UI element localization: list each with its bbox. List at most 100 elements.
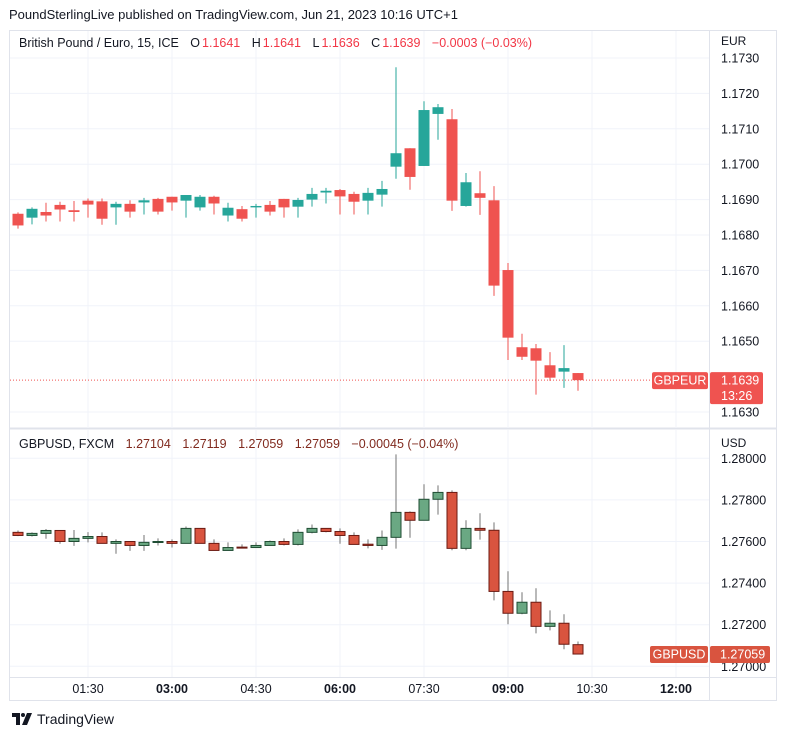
candle-up — [194, 196, 206, 208]
candle-up — [432, 107, 444, 114]
time-tick-label: 12:00 — [660, 682, 692, 696]
candle-up — [362, 192, 374, 201]
price-label-bg — [710, 646, 770, 664]
candle-down — [236, 209, 248, 219]
candle-down — [68, 210, 80, 212]
price-tick-label: 1.28000 — [721, 452, 766, 466]
time-tick-label: 10:30 — [576, 682, 607, 696]
candle-down — [334, 190, 346, 197]
price-tick-label: 1.1680 — [721, 229, 759, 243]
candle-up — [306, 193, 318, 200]
candle-up — [222, 547, 234, 551]
candle-up — [292, 531, 304, 545]
candle-down — [446, 491, 458, 549]
price-tick-label: 1.1720 — [721, 87, 759, 101]
price-tick-label: 1.1700 — [721, 158, 759, 172]
legend-open-label: O — [190, 36, 201, 50]
footer-brand[interactable]: TradingView — [12, 711, 114, 727]
candle-up — [110, 203, 122, 208]
candle-up — [544, 622, 556, 627]
candle-down — [530, 348, 542, 361]
candle-down — [544, 365, 556, 378]
candle-down — [530, 601, 542, 627]
candle-up — [250, 544, 262, 549]
price-tick-label: 1.27400 — [721, 577, 766, 591]
price-tick-label: 1.27000 — [721, 660, 766, 674]
chart-frame — [9, 30, 777, 701]
candle-down — [334, 531, 346, 536]
candle-down — [54, 204, 66, 210]
legend-close-label: C — [371, 36, 381, 50]
legend-open: 1.1641 — [202, 36, 241, 50]
price-tick-label: 1.27600 — [721, 535, 766, 549]
candle-up — [138, 200, 150, 203]
legend-symbol: British Pound / Euro, 15, ICE — [19, 36, 179, 50]
candle-down — [516, 347, 528, 357]
legend-high-label: H — [251, 36, 261, 50]
candle-up — [558, 368, 570, 372]
candle-up — [460, 182, 472, 206]
candle-down — [488, 200, 500, 286]
candle-up — [152, 541, 164, 543]
price-tick-label: 1.27200 — [721, 618, 766, 632]
time-tick-label: 04:30 — [240, 682, 271, 696]
legend-low: 1.27059 — [238, 437, 284, 451]
candle-down — [166, 196, 178, 203]
candle-down — [12, 531, 24, 536]
candle-down — [40, 211, 52, 216]
candle-down — [96, 536, 108, 544]
candle-up — [418, 110, 430, 166]
axis-unit-usd: USD — [721, 436, 747, 450]
candle-down — [488, 529, 500, 592]
candle-down — [236, 546, 248, 549]
candle-down — [572, 644, 584, 655]
candle-down — [208, 542, 220, 551]
bar-countdown-label: 13:26 — [721, 389, 752, 403]
candle-up — [82, 536, 94, 539]
candle-up — [138, 541, 150, 546]
time-tick-label: 03:00 — [156, 682, 188, 696]
candle-down — [502, 270, 514, 338]
candle-up — [460, 527, 472, 549]
candle-down — [208, 196, 220, 204]
time-tick-label: 09:00 — [492, 682, 524, 696]
legend-close: 1.27059 — [294, 437, 340, 451]
legend-open: 1.27104 — [125, 437, 171, 451]
price-tick-label: 1.1730 — [721, 52, 759, 66]
candle-down — [278, 541, 290, 545]
publisher-header: PoundSterlingLive published on TradingVi… — [9, 7, 458, 22]
candle-up — [306, 527, 318, 533]
legend-change: −0.0003 (−0.03%) — [431, 36, 532, 50]
candle-down — [194, 527, 206, 544]
candle-down — [12, 213, 24, 226]
candle-down — [320, 527, 332, 533]
candle-down — [404, 511, 416, 521]
candle-up — [418, 498, 430, 521]
candle-up — [432, 491, 444, 500]
candle-up — [390, 511, 402, 538]
axis-unit-eur: EUR — [721, 34, 747, 48]
time-tick-label: 07:30 — [408, 682, 439, 696]
price-tick-label: 1.1710 — [721, 122, 759, 136]
candle-down — [54, 529, 66, 543]
legend-high: 1.27119 — [182, 437, 227, 451]
legend-gbpeur: British Pound / Euro, 15, ICE O 1.1641 H 1… — [19, 36, 534, 50]
candle-up — [264, 541, 276, 546]
legend-gbpusd: GBPUSD, FXCM 1.27104 1.27119 1.27059 1.2… — [19, 437, 460, 451]
symbol-label-bg — [650, 646, 708, 664]
candle-down — [124, 203, 136, 212]
symbol-label: GBPUSD — [653, 648, 706, 662]
candle-up — [516, 601, 528, 614]
symbol-label: GBPEUR — [654, 374, 707, 388]
candle-down — [502, 590, 514, 614]
candle-down — [152, 198, 164, 212]
candle-up — [390, 153, 402, 167]
candle-up — [180, 194, 192, 201]
candle-up — [110, 541, 122, 544]
price-tick-label: 1.1630 — [721, 406, 759, 420]
symbol-label-bg — [652, 372, 708, 390]
legend-close: 1.1639 — [382, 36, 421, 50]
candle-up — [376, 188, 388, 195]
legend-symbol: GBPUSD, FXCM — [19, 437, 115, 451]
